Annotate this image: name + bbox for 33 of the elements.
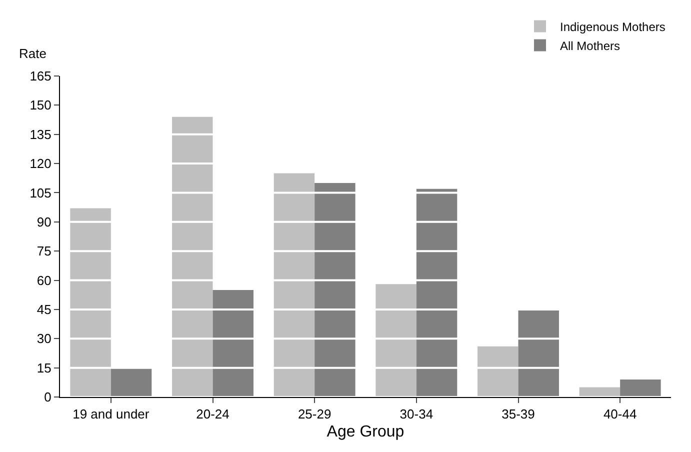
y-tick-label: 0 bbox=[44, 390, 52, 405]
legend-label: All Mothers bbox=[560, 38, 620, 53]
y-tick-label: 120 bbox=[30, 156, 52, 172]
bar bbox=[212, 290, 254, 397]
y-tick-label: 105 bbox=[30, 185, 52, 200]
bar bbox=[416, 188, 458, 397]
x-axis-title: Age Group bbox=[326, 423, 404, 440]
y-tick-label: 45 bbox=[36, 302, 52, 317]
x-tick-label: 30-34 bbox=[400, 406, 434, 422]
x-tick-label: 40-44 bbox=[603, 406, 637, 422]
y-tick-label: 75 bbox=[36, 244, 52, 259]
y-tick-label: 165 bbox=[30, 68, 52, 84]
y-tick-label: 15 bbox=[36, 360, 52, 376]
y-tick-label: 90 bbox=[36, 214, 52, 230]
x-tick-label: 20-24 bbox=[196, 406, 230, 422]
bar bbox=[274, 173, 315, 397]
y-tick-label: 30 bbox=[36, 331, 52, 346]
x-tick-label: 35-39 bbox=[502, 406, 535, 422]
legend-label: Indigenous Mothers bbox=[560, 20, 666, 34]
bar bbox=[478, 346, 518, 397]
y-axis-title: Rate bbox=[19, 46, 46, 61]
bar bbox=[110, 368, 152, 397]
bar bbox=[70, 208, 111, 397]
x-tick-label: 25-29 bbox=[298, 406, 332, 422]
bar bbox=[620, 379, 661, 397]
y-tick-label: 60 bbox=[36, 272, 52, 288]
bar bbox=[172, 116, 213, 397]
y-tick-label: 150 bbox=[30, 98, 52, 113]
bar bbox=[376, 284, 416, 397]
x-tick-label: 19 and under bbox=[72, 406, 150, 422]
y-tick-label: 135 bbox=[30, 126, 52, 142]
bar bbox=[314, 183, 356, 397]
bar bbox=[518, 309, 559, 397]
